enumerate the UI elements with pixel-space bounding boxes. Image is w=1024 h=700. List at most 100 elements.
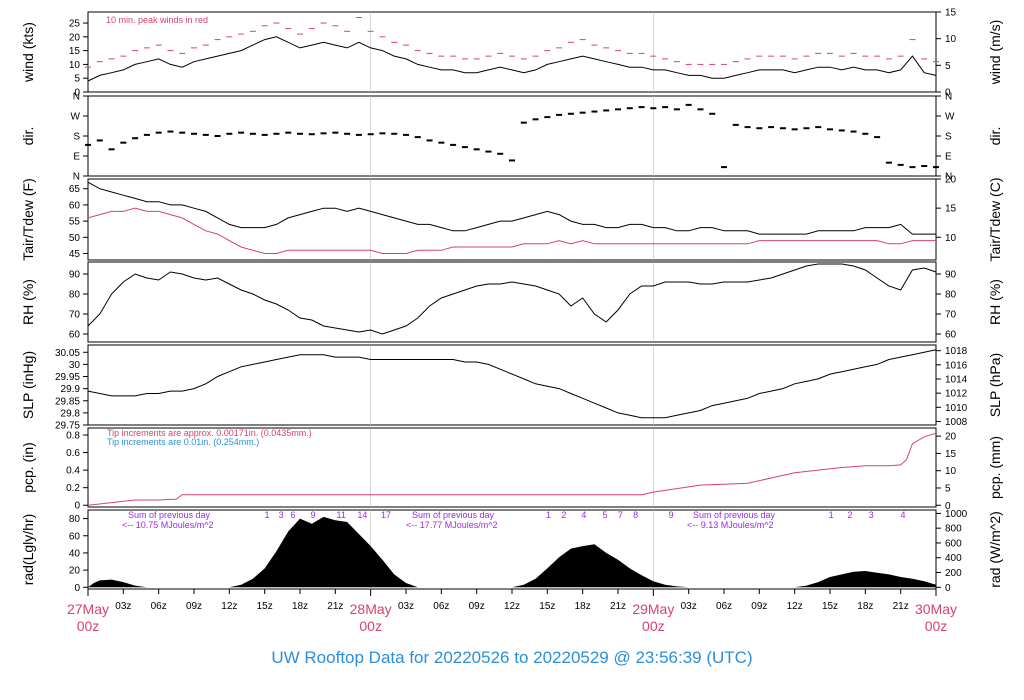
rad-hour-marker: 9 bbox=[668, 510, 673, 520]
time-tick-label: 18z bbox=[575, 601, 591, 612]
wind-ytick-label-left: 15 bbox=[69, 46, 81, 57]
slp-ytick-label-left: 29.75 bbox=[55, 421, 80, 432]
dir-point bbox=[638, 106, 645, 109]
dir-point bbox=[320, 132, 327, 135]
rad-hour-marker: 9 bbox=[310, 510, 315, 520]
dir-point bbox=[120, 141, 127, 144]
dir-point bbox=[261, 133, 268, 136]
dir-point bbox=[862, 132, 869, 135]
dir-point bbox=[615, 108, 621, 111]
dir-point bbox=[332, 131, 339, 134]
pcp-ytick-label-right: 10 bbox=[945, 466, 957, 477]
slp-ylabel-left: SLP (inHg) bbox=[20, 351, 36, 419]
footer-title: UW Rooftop Data for 20220526 to 20220529… bbox=[271, 648, 753, 667]
temp-ytick-label-left: 60 bbox=[69, 200, 81, 211]
time-tick-label: 12z bbox=[504, 601, 520, 612]
rad-hour-marker: 1 bbox=[546, 510, 551, 520]
dir-point bbox=[202, 133, 209, 136]
time-tick-label: 21z bbox=[327, 601, 343, 612]
time-tick-label: 06z bbox=[433, 601, 449, 612]
dir-point bbox=[238, 131, 245, 134]
rad-ytick-label-left: 80 bbox=[69, 514, 81, 525]
rad-frame bbox=[87, 509, 937, 590]
dir-point bbox=[591, 110, 598, 113]
rad-ytick-label-left: 40 bbox=[69, 548, 81, 559]
pcp-ytick-label-right: 5 bbox=[945, 483, 951, 494]
date-label-hour: 00z bbox=[925, 618, 948, 634]
rad-note-line1: Sum of previous day bbox=[412, 510, 495, 520]
time-tick-label: 09z bbox=[751, 601, 767, 612]
pcp-ytick-label-right: 0 bbox=[945, 501, 951, 512]
dir-point bbox=[579, 111, 586, 114]
rad-note-line2: <-- 10.75 MJoules/m^2 bbox=[122, 520, 214, 530]
dir-point bbox=[556, 113, 563, 116]
time-tick-label: 06z bbox=[151, 601, 167, 612]
dir-point bbox=[167, 130, 174, 133]
pcp-ytick-label-left: 0.4 bbox=[66, 466, 80, 477]
rad-ylabel-left: rad(Lgly/hr) bbox=[20, 514, 36, 586]
slp-ytick-label-right: 1010 bbox=[945, 403, 968, 414]
rad-ytick-label-right: 1000 bbox=[945, 509, 968, 520]
dir-point bbox=[709, 112, 716, 115]
wind-ylabel-right: wind (m/s) bbox=[987, 20, 1003, 86]
dir-point bbox=[308, 133, 315, 136]
wind-ytick-label-left: 25 bbox=[69, 19, 81, 30]
pcp-ytick-label-left: 0 bbox=[74, 501, 80, 512]
dir-ytick-label-left: W bbox=[71, 112, 81, 123]
dir-ytick-label-left: N bbox=[73, 92, 80, 103]
rad-note-line1: Sum of previous day bbox=[693, 510, 776, 520]
dir-point bbox=[756, 127, 763, 130]
temp-frame bbox=[87, 178, 937, 261]
dir-point bbox=[874, 136, 881, 139]
dir-ytick-label-left: N bbox=[73, 172, 80, 183]
wind-wind-line bbox=[87, 36, 937, 82]
rad-hour-marker: 4 bbox=[901, 510, 906, 520]
dir-point bbox=[838, 129, 845, 132]
dir-point bbox=[191, 132, 197, 135]
rad-ytick-label-left: 0 bbox=[74, 583, 80, 594]
rad-note-line2: <-- 9.13 MJoules/m^2 bbox=[687, 520, 774, 530]
dir-point bbox=[85, 143, 91, 146]
rh-ytick-label-right: 80 bbox=[945, 290, 957, 301]
date-label-day: 28May bbox=[350, 601, 392, 617]
temp-ytick-label-right: 20 bbox=[945, 175, 957, 186]
rad-hour-marker: 2 bbox=[561, 510, 566, 520]
temp-ytick-label-right: 10 bbox=[945, 233, 957, 244]
wind-frame bbox=[87, 11, 937, 93]
time-tick-label: 12z bbox=[787, 601, 803, 612]
dir-point bbox=[509, 159, 515, 162]
pcp-ytick-label-right: 20 bbox=[945, 432, 957, 443]
time-tick-label: 15z bbox=[257, 601, 273, 612]
dir-point bbox=[909, 166, 916, 169]
rh-ytick-label-right: 70 bbox=[945, 310, 957, 321]
slp-ytick-label-right: 1016 bbox=[945, 360, 968, 371]
rh-ytick-label-left: 80 bbox=[69, 290, 81, 301]
dir-point bbox=[344, 132, 351, 135]
pcp-annotation: Tip increments are 0.01in. (0.254mm.) bbox=[107, 437, 259, 447]
rad-hour-marker: 5 bbox=[603, 510, 608, 520]
wind-ytick-label-left: 20 bbox=[69, 32, 81, 43]
time-tick-label: 21z bbox=[610, 601, 626, 612]
rad-ylabel-right: rad (W/m^2) bbox=[987, 511, 1003, 588]
dir-point bbox=[214, 135, 221, 137]
rad-hour-marker: 11 bbox=[337, 510, 346, 520]
slp-ytick-label-left: 29.9 bbox=[61, 384, 81, 395]
slp-ylabel-right: SLP (hPa) bbox=[987, 353, 1003, 417]
dir-point bbox=[391, 132, 398, 135]
slp-ytick-label-left: 29.8 bbox=[61, 408, 81, 419]
pcp-ytick-label-left: 0.6 bbox=[66, 448, 80, 459]
dir-ytick-label-right: E bbox=[945, 152, 952, 163]
dir-point bbox=[108, 148, 115, 151]
dir-point bbox=[249, 132, 256, 135]
dir-point bbox=[226, 132, 233, 135]
dir-point bbox=[827, 128, 833, 131]
wind-ytick-label-left: 0 bbox=[74, 88, 80, 99]
time-tick-label: 03z bbox=[398, 601, 414, 612]
dir-point bbox=[426, 139, 433, 142]
wind-ytick-label-right: 5 bbox=[945, 61, 951, 72]
dir-point bbox=[732, 123, 739, 126]
pcp-ytick-label-left: 0.2 bbox=[66, 483, 80, 494]
dir-ytick-label-right: N bbox=[945, 92, 952, 103]
dir-point bbox=[155, 131, 162, 134]
